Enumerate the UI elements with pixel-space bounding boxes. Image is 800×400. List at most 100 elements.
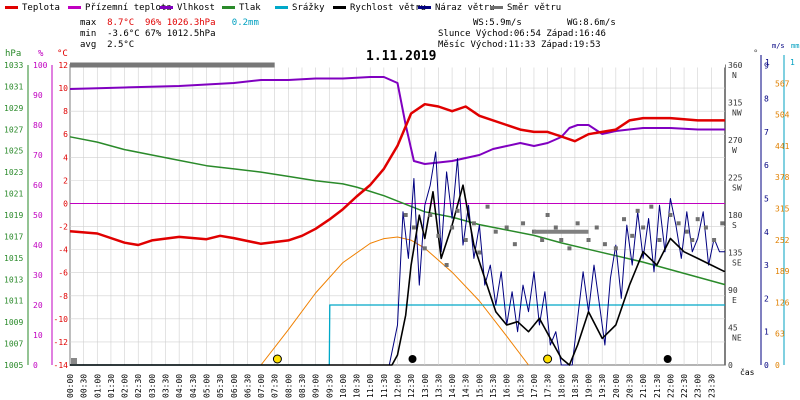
legend-label: Náraz větru — [435, 3, 495, 13]
wind-dir-point — [635, 208, 640, 213]
tick-label-ms: 0 — [764, 361, 769, 370]
tick-label-hpa: 1013 — [4, 275, 23, 284]
tick-label-hpa: 1023 — [4, 168, 23, 177]
tick-label-dir: 180 — [728, 211, 743, 220]
chart-date: 1.11.2019 — [366, 49, 437, 64]
tick-label-c: -14 — [54, 361, 69, 370]
wind-dir-point — [493, 229, 498, 234]
legend-swatch — [418, 6, 431, 9]
wind-dir-point — [531, 229, 536, 234]
tick-label-c: -6 — [58, 269, 68, 278]
wind-dir-point — [553, 225, 558, 230]
legend-label: Vlhkost — [177, 3, 215, 13]
tick-label-time: 10:00 — [339, 374, 348, 398]
tick-label-dir: 45 — [728, 324, 738, 333]
tick-label-pct: 100 — [33, 61, 48, 70]
tick-label-time: 12:00 — [394, 374, 403, 398]
tick-label-ms: 3 — [764, 261, 769, 270]
tick-label-time: 05:00 — [202, 374, 211, 398]
axis-unit-cas: čas — [740, 367, 755, 377]
tick-label-ms: 9 — [764, 61, 769, 70]
tick-label-time: 13:30 — [434, 374, 443, 398]
tick-label-ms-top: 1 — [765, 58, 770, 67]
tick-label-mm: 0 — [775, 361, 780, 370]
wind-dir-point — [559, 238, 564, 242]
legend-item-tg: Přízemní teplota — [68, 3, 172, 13]
wind-dir-point — [586, 238, 591, 242]
tick-label-dir: 135 — [728, 249, 743, 258]
tick-label-pct: 60 — [33, 181, 43, 190]
tick-label-mm: 252 — [775, 236, 790, 245]
legend-label: Teplota — [22, 3, 60, 13]
series-solar — [260, 236, 529, 366]
legend-label: Srážky — [292, 3, 325, 13]
stats-sun: Slunce Východ:06:54 Západ:16:46 — [438, 29, 606, 39]
tick-label-time: 13:00 — [421, 374, 430, 398]
tick-label-c: -8 — [58, 292, 68, 301]
axis-unit-hpa: hPa — [5, 49, 21, 59]
tick-label-c: 4 — [63, 153, 68, 162]
legend-label: Přízemní teplota — [85, 3, 172, 13]
series-temperature — [69, 102, 725, 247]
wind-dir-point — [521, 221, 526, 226]
tick-label-dir-name: E — [732, 296, 737, 305]
tick-label-c: 8 — [63, 107, 68, 116]
tick-label-mm: 441 — [775, 142, 790, 151]
tick-label-dir-name: S — [732, 221, 737, 230]
tick-label-dir: 225 — [728, 174, 743, 183]
tick-label-time: 03:30 — [162, 374, 171, 398]
tick-label-hpa: 1007 — [4, 340, 23, 349]
tick-label-hpa: 1009 — [4, 318, 23, 327]
tick-label-time: 01:00 — [93, 374, 102, 398]
legend-label: Rychlost větru — [350, 3, 426, 13]
tick-label-time: 11:30 — [380, 374, 389, 398]
axis-unit-c: °C — [57, 49, 68, 59]
wind-dir-point — [422, 246, 427, 251]
wind-dir-point — [512, 242, 517, 247]
axis-unit-dir: ° — [753, 49, 758, 59]
tick-label-dir: 90 — [728, 286, 738, 295]
tick-label-ms: 7 — [764, 128, 769, 137]
wind-dir-point — [668, 213, 673, 217]
tick-label-hpa: 1015 — [4, 254, 23, 263]
wind-dir-point — [477, 250, 482, 255]
tick-label-time: 09:00 — [312, 374, 321, 398]
tick-label-time: 09:30 — [325, 374, 334, 398]
tick-label-mm: 567 — [775, 79, 790, 88]
tick-label-c: 6 — [63, 130, 68, 139]
wind-dir-point — [684, 229, 689, 234]
wind-dir-point — [657, 238, 662, 242]
wind-dir-point — [471, 221, 476, 226]
tick-label-time: 02:00 — [121, 374, 130, 398]
tick-label-c: -12 — [54, 338, 69, 347]
tick-label-pct: 90 — [33, 91, 43, 100]
tick-label-time: 16:30 — [516, 374, 525, 398]
tick-label-time: 06:30 — [243, 374, 252, 398]
series-pressure — [69, 136, 726, 286]
tick-label-ms: 8 — [764, 95, 769, 104]
tick-label-time: 23:30 — [707, 374, 716, 398]
tick-label-dir-name: W — [732, 146, 737, 155]
wind-dir-point — [649, 204, 654, 209]
tick-label-dir-name: NE — [732, 334, 742, 343]
stats-wind-gust: WG:8.6m/s — [567, 18, 616, 28]
tick-label-ms: 2 — [764, 294, 769, 303]
wind-dir-point — [602, 242, 607, 247]
wind-dir-point — [594, 225, 599, 230]
sun-marker — [272, 354, 282, 364]
corner-square — [71, 358, 77, 364]
tick-label-dir-name: SW — [732, 184, 742, 193]
tick-label-mm: 504 — [775, 111, 790, 120]
tick-label-time: 04:00 — [175, 374, 184, 398]
tick-label-mm-top: 1 — [790, 58, 795, 67]
tick-label-c: -2 — [58, 223, 68, 232]
tick-label-time: 11:00 — [366, 374, 375, 398]
wind-dir-point — [613, 246, 618, 251]
wind-dir-point — [712, 238, 717, 242]
legend-swatch — [68, 6, 81, 9]
wind-dir-point — [630, 233, 635, 238]
wind-dir-point — [622, 217, 627, 222]
tick-label-dir-name: SE — [732, 259, 742, 268]
tick-label-time: 04:30 — [189, 374, 198, 398]
